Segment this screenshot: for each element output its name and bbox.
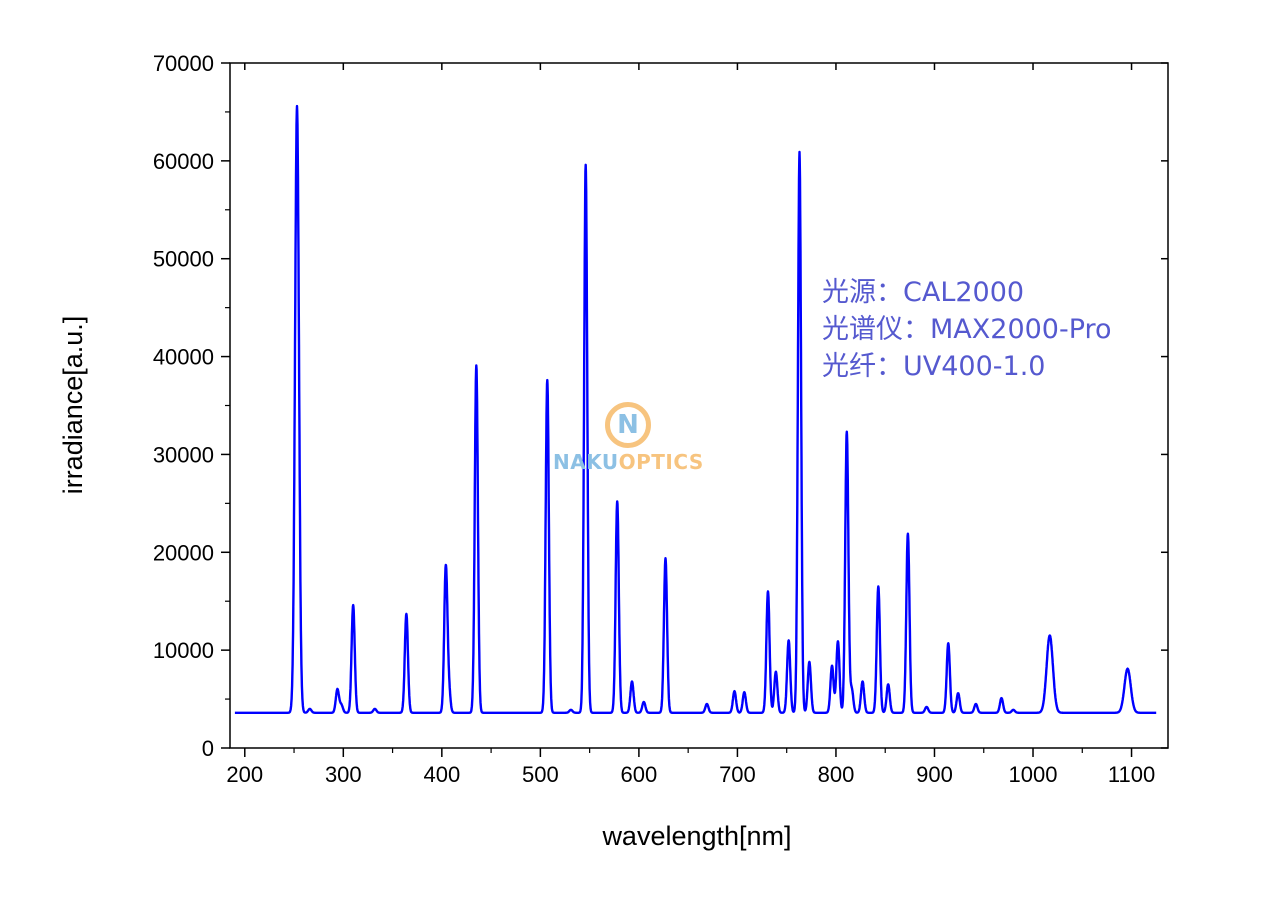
- axis-ticks: 200 300 400 500 600 700 800 900 1000 1100 0 10000 20…: [153, 51, 1168, 787]
- fiber-label: 光纤：UV400-1.0: [822, 351, 1046, 382]
- y-tick-label: 0: [202, 736, 214, 761]
- x-tick-label: 400: [423, 762, 460, 787]
- x-tick-label: 900: [916, 762, 953, 787]
- x-axis-label: wavelength[nm]: [601, 821, 791, 851]
- logo-text: NAKUOPTICS: [553, 450, 703, 474]
- x-tick-label: 300: [325, 762, 362, 787]
- x-tick-label: 800: [818, 762, 855, 787]
- plot-frame: [229, 62, 1169, 749]
- logo-ring-icon: N: [605, 402, 651, 448]
- x-tick-label: 500: [522, 762, 559, 787]
- x-tick-label: 1000: [1009, 762, 1058, 787]
- x-tick-label: 700: [719, 762, 756, 787]
- y-tick-label: 30000: [153, 442, 214, 467]
- light-source-label: 光源：CAL2000: [822, 277, 1025, 308]
- y-tick-label: 50000: [153, 247, 214, 272]
- y-tick-label: 10000: [153, 638, 214, 663]
- plot-area: [234, 104, 1158, 714]
- y-tick-label: 70000: [153, 51, 214, 76]
- x-tick-label: 600: [621, 762, 658, 787]
- y-tick-label: 40000: [153, 345, 214, 370]
- y-tick-label: 20000: [153, 540, 214, 565]
- y-tick-label: 60000: [153, 149, 214, 174]
- logo-text-optics: OPTICS: [618, 450, 704, 474]
- logo-letter: N: [617, 410, 639, 440]
- instrument-annotation: 光源：CAL2000 光谱仪：MAX2000-Pro 光纤：UV400-1.0: [822, 274, 1112, 385]
- y-axis-label: irradiance[a.u.]: [58, 316, 88, 495]
- spectrometer-label: 光谱仪：MAX2000-Pro: [822, 314, 1112, 345]
- nakuoptics-watermark-logo: N NAKUOPTICS: [553, 402, 703, 474]
- spectrum-line: [234, 104, 1158, 714]
- logo-text-naku: NAKU: [553, 450, 619, 474]
- x-tick-label: 200: [226, 762, 263, 787]
- x-tick-label: 1100: [1108, 762, 1155, 787]
